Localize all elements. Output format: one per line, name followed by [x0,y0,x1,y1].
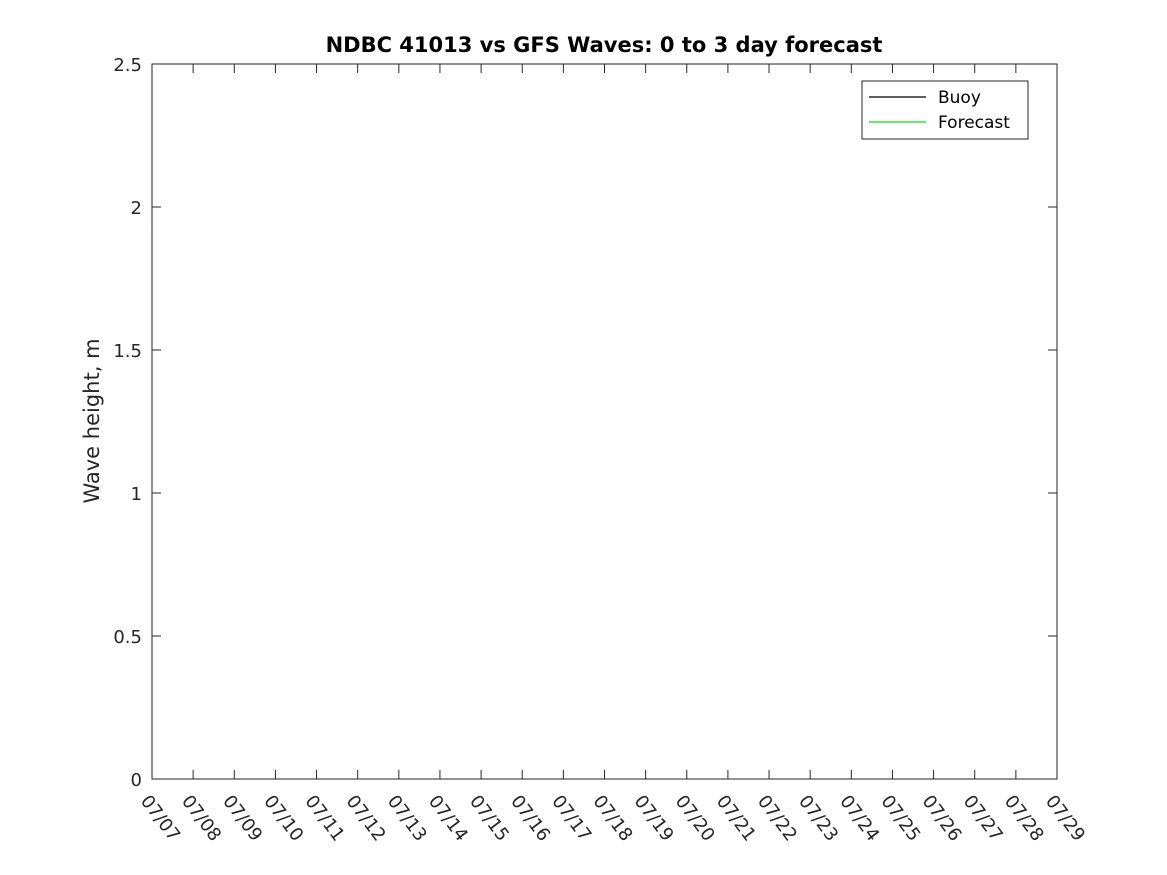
axes: 00.511.522.507/0707/0807/0907/1007/1107/… [113,55,1089,845]
x-tick-label: 07/24 [835,791,883,845]
x-tick-label: 07/27 [959,791,1007,845]
legend-box [861,80,1029,140]
x-tick-label: 07/07 [136,791,184,845]
x-tick-label: 07/15 [465,791,513,845]
y-tick-label: 0 [131,770,142,791]
x-tick-label: 07/12 [342,791,390,845]
x-tick-label: 07/20 [671,791,719,845]
x-tick-label: 07/29 [1041,791,1089,845]
y-tick-label: 1 [131,484,142,505]
x-tick-label: 07/08 [177,791,225,845]
x-tick-label: 07/11 [301,791,349,845]
x-tick-label: 07/23 [794,791,842,845]
x-tick-label: 07/09 [218,791,266,845]
y-axis-label: Wave height, m [80,338,104,503]
x-tick-label: 07/18 [589,791,637,845]
legend-forecast-label: Forecast [938,113,1010,133]
y-tick-label: 2 [131,198,142,219]
x-tick-label: 07/17 [547,791,595,845]
y-tick-label: 1.5 [113,341,142,362]
legend-buoy-label: Buoy [938,88,981,108]
y-tick-label: 0.5 [113,627,142,648]
x-tick-label: 07/13 [383,791,431,845]
x-tick-label: 07/10 [259,791,307,845]
x-tick-label: 07/19 [630,791,678,845]
y-tick-label: 2.5 [113,55,142,76]
x-tick-label: 07/14 [424,791,472,845]
x-tick-label: 07/26 [918,791,966,845]
plot-frame [151,63,1058,780]
x-tick-label: 07/22 [753,791,801,845]
x-tick-label: 07/28 [1000,791,1048,845]
x-tick-label: 07/21 [712,791,760,845]
legend: Buoy Forecast [861,80,1029,140]
x-tick-label: 07/16 [506,791,554,845]
x-tick-label: 07/25 [876,791,924,845]
chart-title: NDBC 41013 vs GFS Waves: 0 to 3 day fore… [326,33,883,57]
